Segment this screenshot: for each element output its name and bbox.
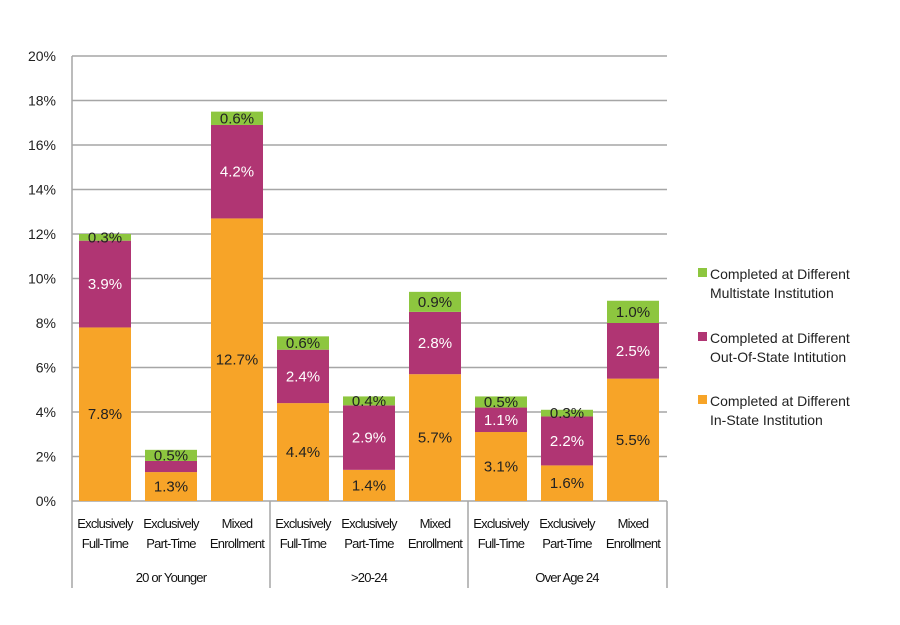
data-label: 0.4% bbox=[352, 393, 386, 410]
y-tick-label: 6% bbox=[36, 360, 56, 376]
x-tick-label: Part-Time bbox=[146, 536, 196, 551]
data-label: 3.1% bbox=[484, 459, 518, 476]
bar-segment bbox=[475, 432, 527, 501]
data-label: 1.6% bbox=[550, 475, 584, 492]
bar-segment bbox=[343, 405, 395, 470]
data-label: 1.3% bbox=[154, 479, 188, 496]
y-tick-label: 0% bbox=[36, 493, 56, 509]
y-tick-label: 20% bbox=[28, 48, 56, 64]
group-label: >20-24 bbox=[351, 570, 388, 585]
x-tick-label: Mixed bbox=[222, 516, 253, 531]
bar-segment bbox=[343, 396, 395, 406]
bar-segment bbox=[211, 124, 263, 219]
bar-segment bbox=[409, 374, 461, 501]
legend-item: Completed at Different Out-Of-State Intit… bbox=[698, 329, 890, 367]
x-tick-label: Exclusively bbox=[539, 516, 596, 531]
data-label: 5.7% bbox=[418, 430, 452, 447]
data-label: 7.8% bbox=[88, 406, 122, 423]
data-label: 1.4% bbox=[352, 477, 386, 494]
data-label: 2.2% bbox=[550, 433, 584, 450]
x-tick-label: Exclusively bbox=[77, 516, 134, 531]
bar-segment bbox=[277, 336, 329, 350]
y-tick-label: 12% bbox=[28, 226, 56, 242]
x-tick-label: Exclusively bbox=[275, 516, 332, 531]
legend-label: Out-Of-State Intitution bbox=[710, 349, 847, 365]
data-label: 2.4% bbox=[286, 368, 320, 385]
bar-segment bbox=[79, 240, 131, 328]
bar-segment bbox=[211, 111, 263, 125]
x-tick-label: Exclusively bbox=[473, 516, 530, 531]
legend-swatch bbox=[698, 332, 707, 341]
bar-segment bbox=[541, 409, 593, 417]
x-tick-label: Mixed bbox=[420, 516, 451, 531]
legend-swatch bbox=[698, 395, 707, 404]
bar-segment bbox=[79, 327, 131, 501]
data-label: 3.9% bbox=[88, 276, 122, 293]
bar-segment bbox=[277, 403, 329, 501]
data-label: 0.3% bbox=[550, 405, 584, 422]
data-label: 2.8% bbox=[418, 335, 452, 352]
bar-segment bbox=[211, 218, 263, 502]
data-label: 4.4% bbox=[286, 444, 320, 461]
x-tick-label: Full-Time bbox=[82, 536, 129, 551]
data-label: 0.3% bbox=[88, 229, 122, 246]
y-tick-label: 4% bbox=[36, 404, 56, 420]
bar-segment bbox=[607, 323, 659, 379]
data-label: 0.5% bbox=[484, 394, 518, 411]
bar-segment bbox=[475, 407, 527, 433]
data-label: 5.5% bbox=[616, 432, 650, 449]
data-label: 1.1% bbox=[484, 412, 518, 429]
y-tick-label: 14% bbox=[28, 182, 56, 198]
data-label: 12.7% bbox=[216, 352, 259, 369]
x-tick-label: Part-Time bbox=[542, 536, 592, 551]
y-tick-label: 18% bbox=[28, 93, 56, 109]
bar-segment bbox=[475, 396, 527, 408]
bar-segment bbox=[409, 311, 461, 375]
x-tick-label: Mixed bbox=[618, 516, 649, 531]
bar-segment bbox=[79, 234, 131, 241]
data-label: 0.5% bbox=[154, 447, 188, 464]
x-tick-label: Full-Time bbox=[280, 536, 327, 551]
data-label: 2.9% bbox=[352, 430, 386, 447]
legend-label: In-State Institution bbox=[710, 412, 823, 428]
legend-label: Completed at Different bbox=[710, 330, 850, 346]
bar-segment bbox=[607, 300, 659, 323]
data-label: 0.6% bbox=[220, 110, 254, 127]
legend-item: Completed at Different In-State Instituti… bbox=[698, 392, 890, 430]
y-tick-label: 16% bbox=[28, 137, 56, 153]
bar-segment bbox=[145, 449, 197, 461]
x-tick-label: Part-Time bbox=[344, 536, 394, 551]
y-tick-label: 8% bbox=[36, 315, 56, 331]
data-label: 2.5% bbox=[616, 343, 650, 360]
bar-segment bbox=[145, 460, 197, 473]
x-tick-label: Enrollment bbox=[210, 536, 265, 551]
group-label: Over Age 24 bbox=[535, 570, 599, 585]
bar-segment bbox=[541, 416, 593, 466]
data-label: 4.2% bbox=[220, 164, 254, 181]
x-tick-label: Enrollment bbox=[408, 536, 463, 551]
bar-segment bbox=[607, 378, 659, 501]
group-label: 20 or Younger bbox=[136, 570, 208, 585]
bar-segment bbox=[409, 291, 461, 312]
y-tick-label: 2% bbox=[36, 449, 56, 465]
bar-segment bbox=[277, 349, 329, 404]
y-tick-label: 10% bbox=[28, 271, 56, 287]
bar-segment bbox=[343, 469, 395, 501]
legend-label: Multistate Institution bbox=[710, 285, 834, 301]
data-label: 0.6% bbox=[286, 335, 320, 352]
x-tick-label: Full-Time bbox=[478, 536, 525, 551]
legend-item: Completed at Different Multistate Institu… bbox=[698, 265, 890, 303]
x-tick-label: Exclusively bbox=[143, 516, 200, 531]
bar-segment bbox=[541, 465, 593, 501]
bar-segment bbox=[145, 472, 197, 501]
legend-label: Completed at Different bbox=[710, 266, 850, 282]
legend-label: Completed at Different bbox=[710, 393, 850, 409]
x-tick-label: Exclusively bbox=[341, 516, 398, 531]
data-label: 0.9% bbox=[418, 294, 452, 311]
x-tick-label: Enrollment bbox=[606, 536, 661, 551]
legend-swatch bbox=[698, 268, 707, 277]
data-label: 1.0% bbox=[616, 304, 650, 321]
